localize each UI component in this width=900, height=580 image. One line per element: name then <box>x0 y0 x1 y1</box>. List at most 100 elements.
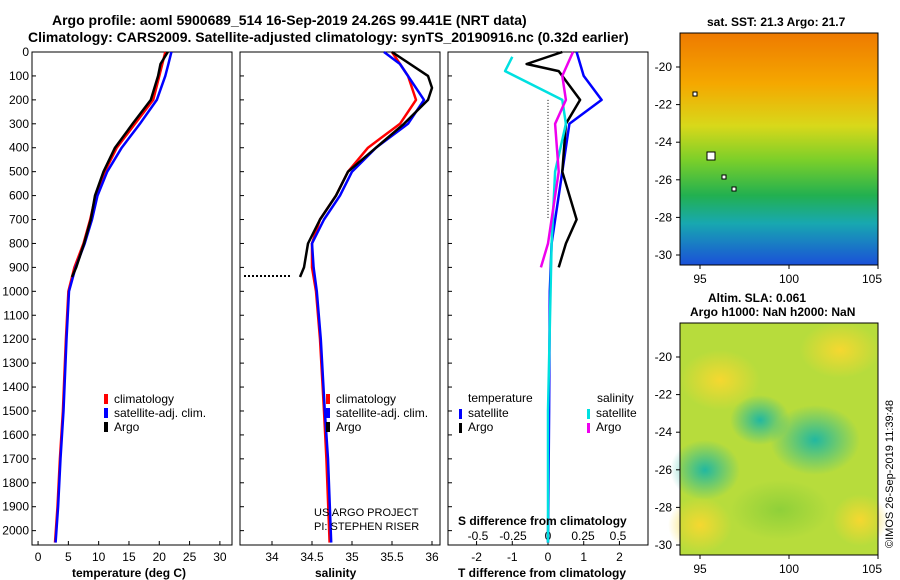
depth-axis: 0 100 200 300 400 500 600 700 800 900 1000 1100 1200… <box>2 45 452 538</box>
depth-tick-label: 1700 <box>2 452 29 466</box>
lat-tick-label: -26 <box>655 173 673 187</box>
x-tick-label: 34 <box>265 550 279 564</box>
x-tick-label: 35 <box>345 550 359 564</box>
lat-tick-label: -22 <box>655 388 673 402</box>
depth-tick-label: 2000 <box>2 524 29 538</box>
salinity-panel-frame <box>239 51 441 546</box>
depth-tick-label: 700 <box>9 213 29 227</box>
sla-feature <box>800 322 880 378</box>
lat-tick-label: -24 <box>655 425 673 439</box>
x-tick-label: 5 <box>65 550 72 564</box>
series-line-climatology <box>53 51 167 543</box>
x-tick-label: 30 <box>213 550 227 564</box>
legend-swatch-t-argo <box>459 423 462 433</box>
depth-tick-label: 300 <box>9 117 29 131</box>
depth-tick-label: 1800 <box>2 476 29 490</box>
sla-map-title2: Argo h1000: NaN h2000: NaN <box>690 305 855 319</box>
sla-feature <box>770 405 860 475</box>
depth-tick-label: 800 <box>9 236 29 250</box>
lon-tick-label: 100 <box>779 272 799 286</box>
x-tick-label: 0 <box>545 550 552 564</box>
x-tick-label: 0 <box>35 550 42 564</box>
sla-feature <box>832 494 888 546</box>
legend-s-satellite: satellite <box>596 406 637 420</box>
salinity-legend: climatology satellite-adj. clim. Argo <box>326 392 428 434</box>
plot-title-line2: Climatology: CARS2009. Satellite-adjuste… <box>28 29 629 45</box>
x-tick-label: 1 <box>580 550 587 564</box>
x-tick-label: 20 <box>153 550 167 564</box>
land-mask <box>706 151 716 161</box>
sla-map-frame <box>679 322 879 556</box>
lat-tick-label: -30 <box>655 538 673 552</box>
legend-t-satellite: satellite <box>468 406 509 420</box>
x-tick-label: 34.5 <box>300 550 324 564</box>
credit-pi: PI: STEPHEN RISER <box>314 521 419 533</box>
lat-tick-label: -28 <box>655 210 673 224</box>
legend-swatch-s-satellite <box>587 409 590 419</box>
x-tick-label: -1 <box>507 550 518 564</box>
legend-t-argo: Argo <box>468 420 494 434</box>
legend-climatology: climatology <box>336 392 396 406</box>
legend-title-salinity: salinity <box>597 391 634 405</box>
lon-tick-label: 100 <box>779 562 799 576</box>
legend-swatch-argo <box>104 422 108 432</box>
land-mask <box>731 186 737 192</box>
x-tick-label: -2 <box>471 550 482 564</box>
depth-tick-label: 1600 <box>2 428 29 442</box>
depth-tick-label: 1900 <box>2 500 29 514</box>
sla-map-title1: Altim. SLA: 0.061 <box>708 291 806 305</box>
legend-argo: Argo <box>336 420 362 434</box>
sst-map-title: sat. SST: 21.3 Argo: 21.7 <box>707 15 846 29</box>
lat-tick-label: -22 <box>655 98 673 112</box>
lon-tick-label: 95 <box>693 562 707 576</box>
lat-tick-label: -28 <box>655 500 673 514</box>
depth-tick-label: 900 <box>9 260 29 274</box>
depth-tick-label: 500 <box>9 165 29 179</box>
depth-tick-label: 0 <box>22 45 29 59</box>
sst-field <box>680 33 878 265</box>
depth-tick-label: 200 <box>9 93 29 107</box>
salinity-xlabel: salinity <box>315 566 357 580</box>
legend-swatch-satellite <box>104 408 108 418</box>
x-tick-label: 35.5 <box>380 550 404 564</box>
series-line-argo <box>298 50 434 278</box>
credit-project: US ARGO PROJECT <box>314 507 419 519</box>
s-tick-label: -0.5 <box>468 529 489 543</box>
temperature-legend: climatology satellite-adj. clim. Argo <box>104 392 206 434</box>
depth-tick-label: 1300 <box>2 356 29 370</box>
depth-tick-label: 1400 <box>2 380 29 394</box>
legend-swatch-s-argo <box>587 423 590 433</box>
x-tick-label: 25 <box>183 550 197 564</box>
legend-satellite: satellite-adj. clim. <box>114 406 206 420</box>
difference-xlabel-top: S difference from climatology <box>458 514 627 528</box>
series-line-s-satellite <box>503 56 568 543</box>
sla-feature <box>670 440 740 500</box>
lon-tick-label: 95 <box>693 272 707 286</box>
s-tick-label: -0.25 <box>499 529 527 543</box>
depth-tick-label: 1100 <box>3 308 29 322</box>
depth-tick-label: 1500 <box>2 404 29 418</box>
lon-tick-label: 105 <box>862 562 882 576</box>
legend-swatch-satellite <box>326 408 330 418</box>
plot-title-line1: Argo profile: aoml 5900689_514 16-Sep-20… <box>52 12 527 28</box>
depth-tick-label: 1000 <box>2 284 29 298</box>
imos-stamp: ©IMOS 26-Sep-2019 11:39:48 <box>884 400 896 548</box>
sla-map-axes: -20 -22 -24 -26 -28 -30 95 100 105 <box>655 350 883 576</box>
legend-climatology: climatology <box>114 392 174 406</box>
x-tick-label: 2 <box>616 550 623 564</box>
sla-feature <box>680 350 760 410</box>
legend-swatch-climatology <box>326 394 330 404</box>
temperature-xlabel: temperature (deg C) <box>72 566 186 580</box>
sla-feature <box>668 497 732 553</box>
land-mask <box>721 174 727 180</box>
s-tick-label: 0.25 <box>571 529 595 543</box>
legend-swatch-climatology <box>104 394 108 404</box>
sla-feature <box>730 395 790 445</box>
lat-tick-label: -26 <box>655 463 673 477</box>
series-line-argo <box>70 51 169 278</box>
legend-satellite: satellite-adj. clim. <box>336 406 428 420</box>
depth-tick-label: 600 <box>9 189 29 203</box>
salinity-plot: 34 34.5 35 35.5 36 <box>265 50 439 564</box>
sst-map-axes: -20 -22 -24 -26 -28 -30 95 100 105 <box>655 60 883 286</box>
